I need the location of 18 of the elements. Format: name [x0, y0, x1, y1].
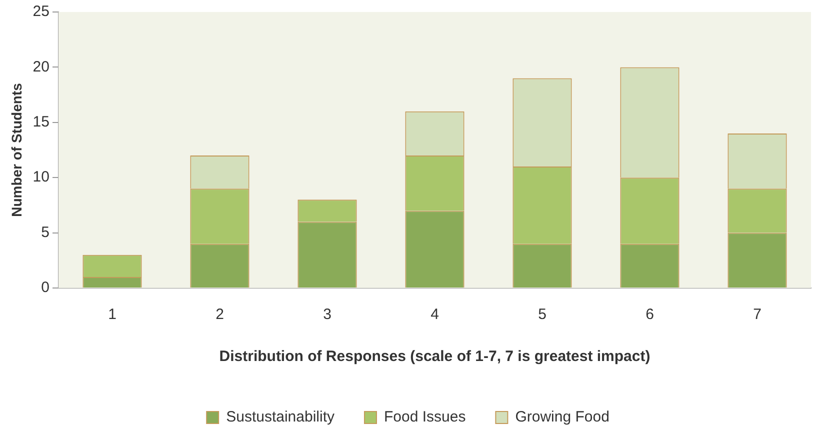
legend-label: Food Issues: [384, 408, 466, 426]
y-tick-label: 20: [32, 58, 50, 76]
x-tick-label: 5: [538, 306, 546, 324]
legend-label: Growing Food: [515, 408, 610, 426]
x-tick-label: 4: [430, 306, 439, 324]
y-tick-label: 25: [32, 3, 50, 20]
x-tick-label: 2: [216, 306, 224, 324]
y-tick-label: 15: [32, 114, 50, 131]
y-tick-label: 10: [32, 168, 50, 186]
x-tick-label: 6: [646, 306, 654, 324]
y-tick-label: 5: [41, 224, 50, 241]
x-tick-label: 3: [323, 306, 332, 324]
x-tick-label: 7: [753, 306, 762, 324]
x-tick-label: 1: [108, 306, 116, 324]
y-tick-label: 0: [41, 279, 50, 296]
x-axis-title: Distribution of Responses (scale of 1-7, 7 is greatest impact): [219, 348, 650, 366]
legend-label: Sustustainability: [226, 408, 335, 426]
y-axis-title: Number of Students: [8, 82, 24, 217]
